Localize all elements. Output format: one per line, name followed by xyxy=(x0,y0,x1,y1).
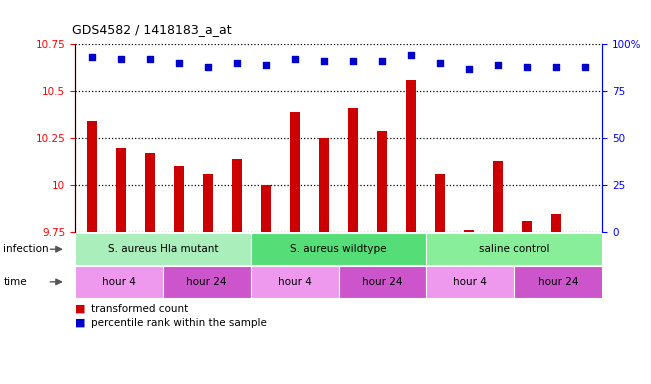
Text: time: time xyxy=(3,277,27,287)
Bar xyxy=(464,230,474,232)
Text: transformed count: transformed count xyxy=(91,304,188,314)
Bar xyxy=(174,167,184,232)
Bar xyxy=(319,138,329,232)
Text: hour 4: hour 4 xyxy=(277,277,312,287)
Text: hour 24: hour 24 xyxy=(538,277,579,287)
Point xyxy=(232,60,242,66)
Point xyxy=(551,64,561,70)
Point xyxy=(521,64,532,70)
Text: ■: ■ xyxy=(75,304,85,314)
Point xyxy=(261,62,271,68)
Point xyxy=(435,60,445,66)
Bar xyxy=(290,112,300,232)
Point xyxy=(87,54,98,60)
Point xyxy=(464,66,474,72)
Point xyxy=(145,56,156,62)
Text: S. aureus wildtype: S. aureus wildtype xyxy=(290,244,387,254)
Text: ■: ■ xyxy=(75,318,85,328)
Point xyxy=(579,64,590,70)
Text: saline control: saline control xyxy=(479,244,549,254)
Bar xyxy=(261,185,271,232)
Bar xyxy=(377,131,387,232)
Bar xyxy=(348,108,358,232)
Bar xyxy=(493,161,503,232)
Point xyxy=(116,56,126,62)
Bar xyxy=(232,159,242,232)
Text: GDS4582 / 1418183_a_at: GDS4582 / 1418183_a_at xyxy=(72,23,231,36)
Text: hour 24: hour 24 xyxy=(362,277,403,287)
Bar xyxy=(116,148,126,232)
Point xyxy=(174,60,184,66)
Point xyxy=(406,52,416,58)
Point xyxy=(348,58,358,64)
Text: hour 4: hour 4 xyxy=(453,277,488,287)
Bar xyxy=(145,153,156,232)
Point xyxy=(290,56,300,62)
Text: infection: infection xyxy=(3,244,49,254)
Text: hour 24: hour 24 xyxy=(186,277,227,287)
Bar xyxy=(87,121,97,232)
Point xyxy=(319,58,329,64)
Bar xyxy=(521,221,532,232)
Point xyxy=(203,64,214,70)
Bar xyxy=(551,214,561,232)
Bar xyxy=(435,174,445,232)
Text: hour 4: hour 4 xyxy=(102,277,136,287)
Bar xyxy=(203,174,214,232)
Point xyxy=(377,58,387,64)
Text: percentile rank within the sample: percentile rank within the sample xyxy=(91,318,267,328)
Bar xyxy=(406,80,416,232)
Text: S. aureus Hla mutant: S. aureus Hla mutant xyxy=(107,244,218,254)
Point xyxy=(493,62,503,68)
